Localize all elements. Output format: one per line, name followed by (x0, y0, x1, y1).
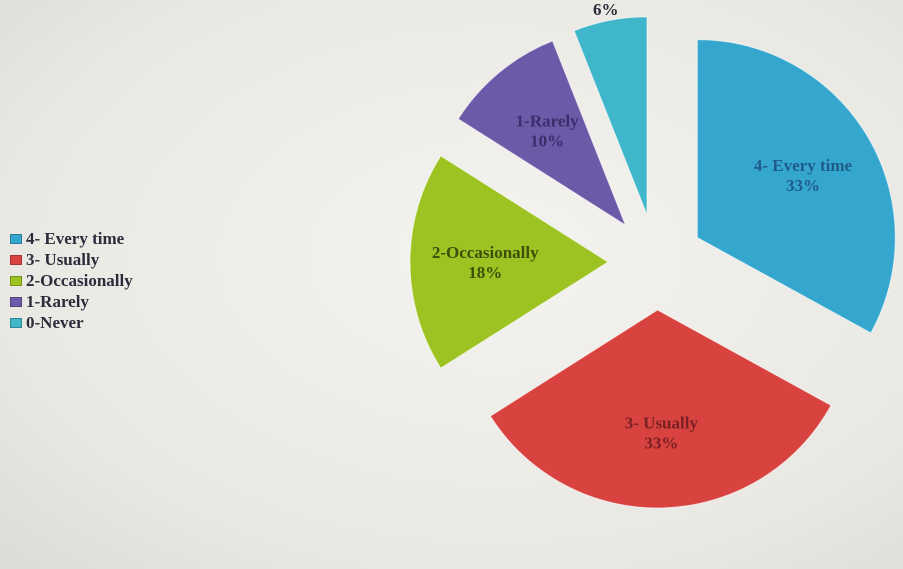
data-label: 1-Rarely 10% (516, 111, 579, 150)
legend-label: 0-Never (26, 312, 84, 332)
data-label: 3- Usually 33% (625, 414, 699, 453)
legend-swatch (10, 233, 22, 244)
pie-slices (409, 16, 896, 509)
legend-item-usually: 3- Usually (10, 249, 133, 270)
legend-item-every-time: 4- Every time (10, 228, 133, 249)
slice-every-time (696, 39, 896, 334)
slice-usually (489, 309, 832, 509)
legend-item-occasionally: 2-Occasionally (10, 270, 133, 291)
legend-label: 2-Occasionally (26, 270, 133, 290)
legend-label: 1-Rarely (26, 291, 89, 311)
slice-never (573, 16, 648, 216)
legend-label: 4- Every time (26, 228, 125, 248)
legend-swatch (10, 254, 22, 265)
data-label: 4- Every time 33% (754, 156, 853, 195)
chart-legend: 4- Every time 3- Usually 2-Occasionally … (10, 228, 133, 333)
legend-swatch (10, 296, 22, 307)
legend-item-never: 0-Never (10, 312, 133, 333)
legend-item-rarely: 1-Rarely (10, 291, 133, 312)
legend-label: 3- Usually (26, 249, 100, 269)
data-label: 0-Never6% (577, 0, 635, 19)
legend-swatch (10, 275, 22, 286)
slice-rarely (457, 40, 627, 227)
legend-swatch (10, 317, 22, 328)
pie-slice-labels: 4- Every time 33% 3- Usually 33% 2-Occasiona… (432, 0, 853, 453)
slice-occasionally (409, 155, 609, 369)
data-label: 2-Occasionally 18% (432, 243, 539, 282)
